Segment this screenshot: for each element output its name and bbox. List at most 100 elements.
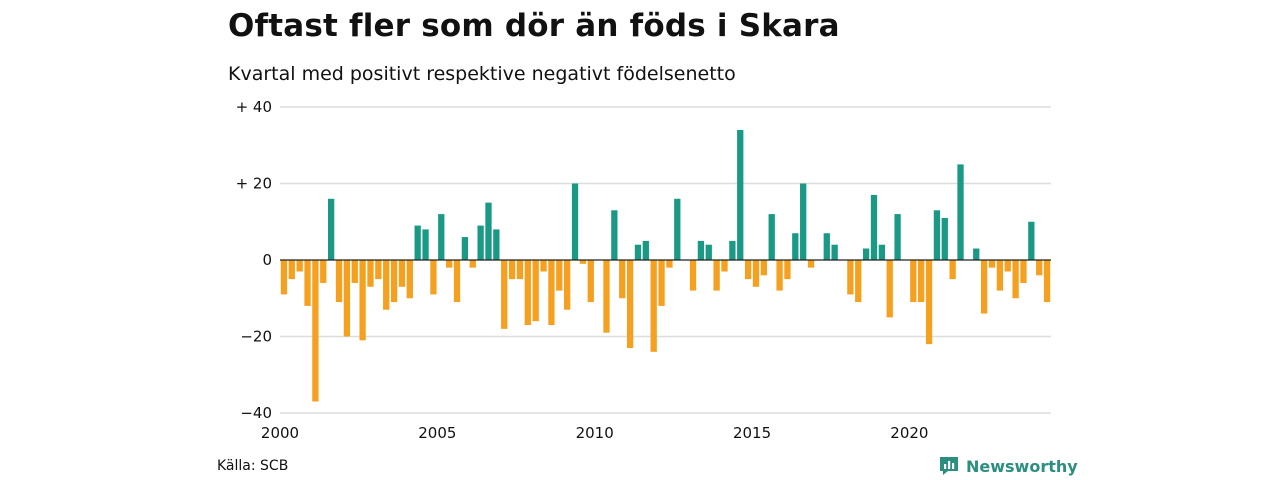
bar — [343, 260, 351, 337]
bar — [619, 260, 626, 299]
bar — [697, 240, 705, 261]
bar — [870, 194, 878, 260]
chart-subtitle: Kvartal med positivt respektive negativt… — [228, 63, 736, 85]
chart-title: Oftast fler som dör än föds i Skara — [228, 8, 840, 44]
bar — [304, 260, 311, 306]
bar — [383, 260, 390, 310]
bar — [705, 244, 712, 260]
bar — [800, 183, 807, 260]
bar — [855, 260, 862, 303]
bar — [540, 260, 547, 272]
bar — [933, 210, 941, 260]
bar — [556, 260, 563, 291]
bar — [532, 260, 539, 322]
bar — [516, 260, 524, 280]
y-tick-label: + 40 — [236, 98, 272, 116]
y-tick-label: −20 — [240, 328, 272, 346]
bar — [1004, 260, 1011, 272]
bar — [501, 260, 508, 329]
bar — [744, 260, 752, 280]
bar — [760, 260, 767, 276]
bar — [493, 229, 500, 260]
bar — [988, 260, 996, 268]
bar — [768, 214, 775, 260]
bar — [626, 260, 634, 348]
bar — [658, 260, 665, 306]
x-tick-label: 2015 — [733, 424, 771, 442]
brand-name: Newsworthy — [966, 456, 1078, 476]
x-tick-label: 2005 — [418, 424, 456, 442]
bar — [729, 240, 736, 261]
bar — [776, 260, 783, 291]
bar — [398, 260, 406, 287]
x-tick-label: 2010 — [576, 424, 614, 442]
y-tick-label: −40 — [240, 404, 272, 422]
bar — [666, 260, 673, 268]
bar — [351, 260, 358, 283]
bar — [689, 260, 697, 291]
bar — [925, 260, 933, 345]
bar — [918, 260, 925, 303]
bar — [713, 260, 720, 291]
bar — [650, 260, 657, 352]
bar — [438, 214, 445, 260]
bar — [327, 198, 335, 260]
bar — [296, 260, 303, 272]
bar — [587, 260, 594, 303]
bar — [422, 229, 429, 260]
bar — [792, 233, 799, 260]
bar — [1020, 260, 1027, 283]
bar — [1036, 260, 1043, 276]
bar — [949, 260, 956, 280]
x-tick-label: 2000 — [261, 424, 299, 442]
bar — [375, 260, 382, 280]
bar — [737, 129, 744, 260]
bar — [996, 260, 1004, 291]
bar — [508, 260, 516, 280]
bar — [823, 233, 830, 260]
y-tick-label: + 20 — [236, 175, 272, 193]
bar — [335, 260, 343, 303]
bar — [611, 210, 618, 260]
bar — [430, 260, 437, 295]
bar — [579, 260, 587, 264]
bar — [485, 202, 492, 261]
bar — [1012, 260, 1019, 299]
bar — [280, 260, 288, 295]
bar — [320, 260, 327, 283]
bar — [784, 260, 791, 280]
bar — [752, 260, 760, 287]
bar — [886, 260, 893, 318]
bar — [406, 260, 413, 299]
bar — [957, 164, 964, 261]
bar — [1028, 221, 1035, 260]
bar — [469, 260, 476, 268]
x-tick-label: 2020 — [890, 424, 928, 442]
bar — [894, 214, 901, 260]
bar — [634, 244, 642, 260]
bar — [288, 260, 295, 280]
bar — [807, 260, 815, 268]
bar — [414, 225, 421, 260]
bar — [571, 183, 579, 260]
source-note: Källa: SCB — [217, 458, 289, 474]
y-tick-label: 0 — [262, 251, 272, 269]
bar — [721, 260, 728, 272]
bar — [1043, 260, 1051, 303]
bar — [603, 260, 610, 333]
bar — [862, 248, 870, 260]
bar — [847, 260, 854, 295]
bar — [941, 217, 948, 260]
bar — [910, 260, 917, 303]
newsworthy-logo-icon — [940, 457, 958, 475]
bar — [461, 237, 469, 260]
bar — [973, 248, 980, 260]
bar — [446, 260, 453, 268]
bar — [674, 198, 681, 260]
bar — [390, 260, 398, 303]
bar — [453, 260, 461, 303]
bar — [477, 225, 484, 260]
bar — [980, 260, 988, 314]
bar — [524, 260, 531, 326]
bar — [312, 260, 319, 402]
